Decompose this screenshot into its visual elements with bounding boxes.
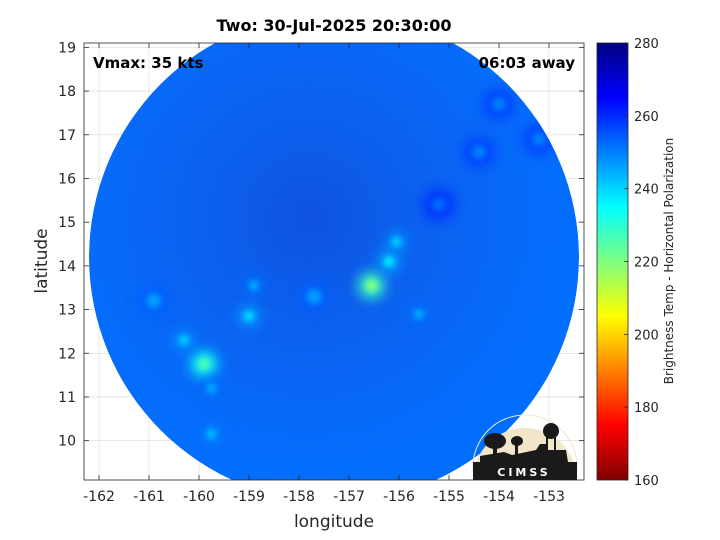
chart-title: Two: 30-Jul-2025 20:30:00 — [217, 16, 452, 35]
x-tick-label: -153 — [533, 489, 565, 505]
y-tick-label: 13 — [58, 303, 76, 319]
swath-cold-region — [89, 43, 579, 480]
x-tick-label: -154 — [483, 489, 515, 505]
x-tick-label: -156 — [383, 489, 415, 505]
colorbar-ticks: 160 180 200 220 240 260 280 — [624, 37, 659, 489]
time-away-annotation: 06:03 away — [479, 54, 576, 72]
feature-cell — [408, 302, 430, 325]
y-tick-label: 15 — [58, 215, 76, 231]
axes-box — [83, 42, 585, 481]
feature-cell — [173, 329, 195, 352]
feature-cell — [298, 280, 330, 313]
feature-cell — [238, 305, 260, 328]
x-tick-label: -159 — [233, 489, 265, 505]
y-tick-label: 18 — [58, 84, 76, 100]
x-axis-ticks: -162 -161 -160 -159 -158 -157 -156 -155 -154 -153 — [83, 43, 565, 505]
feature-cell — [423, 188, 455, 221]
colorbar — [596, 42, 629, 481]
feature-cell — [483, 88, 515, 121]
colorbar-tick-label: 180 — [634, 401, 659, 416]
x-tick-label: -157 — [333, 489, 365, 505]
y-tick-label: 16 — [58, 171, 76, 187]
x-tick-label: -162 — [83, 489, 115, 505]
vmax-annotation: Vmax: 35 kts — [93, 54, 203, 72]
swath-layer — [89, 43, 579, 480]
colorbar-tick-label: 160 — [634, 474, 659, 489]
y-tick-label: 17 — [58, 128, 76, 144]
y-tick-label: 10 — [58, 434, 76, 450]
x-tick-label: -160 — [183, 489, 215, 505]
feature-cell — [385, 230, 408, 253]
y-tick-label: 11 — [58, 390, 76, 406]
convective-features — [138, 88, 555, 446]
colorbar-tick-label: 200 — [634, 328, 659, 343]
feature-cell — [200, 377, 223, 400]
colorbar-tick-label: 260 — [634, 110, 659, 125]
colorbar-tick-label: 220 — [634, 256, 659, 271]
x-tick-label: -158 — [283, 489, 315, 505]
y-tick-label: 12 — [58, 346, 76, 362]
y-axis-ticks: 10 11 12 13 14 15 16 17 18 19 — [58, 40, 584, 450]
feature-cell — [200, 423, 223, 446]
feature-cell — [357, 271, 386, 300]
x-axis-label: longitude — [294, 512, 374, 532]
y-axis-label: latitude — [32, 228, 52, 293]
y-tick-label: 19 — [58, 40, 76, 56]
x-tick-label: -161 — [133, 489, 165, 505]
feature-cell — [243, 274, 265, 297]
feature-cell — [138, 284, 170, 317]
feature-cell — [463, 136, 495, 169]
feature-cell — [378, 250, 400, 273]
x-tick-label: -155 — [433, 489, 465, 505]
colorbar-tick-label: 280 — [634, 37, 659, 52]
colorbar-label: Brightness Temp - Horizontal Polarizatio… — [662, 138, 676, 385]
logo-text: CIMSS — [497, 466, 550, 479]
feature-cell — [190, 350, 218, 379]
cimss-logo: CIMSS — [472, 414, 578, 480]
colorbar-tick-label: 240 — [634, 183, 659, 198]
y-tick-label: 14 — [58, 259, 76, 275]
